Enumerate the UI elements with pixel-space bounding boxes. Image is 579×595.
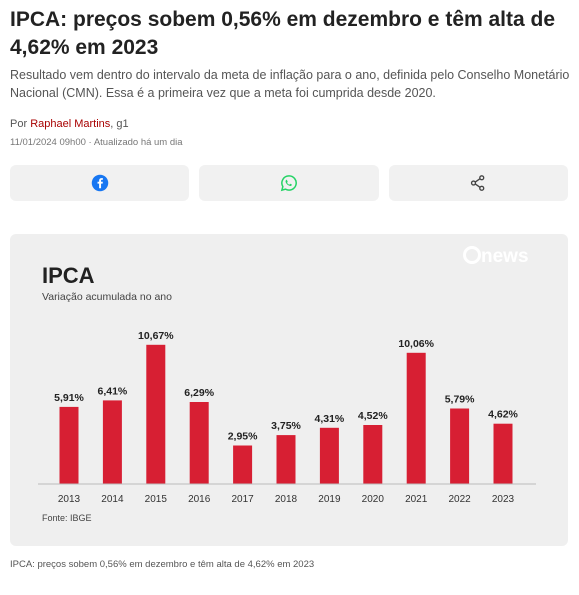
share-icon [471,175,485,191]
x-tick-2015: 2015 [145,494,168,505]
data-label-2013: 5,91% [54,392,84,404]
whatsapp-icon [280,175,297,192]
byline-prefix: Por [10,118,31,130]
bar-2013 [59,406,79,484]
data-label-2016: 6,29% [184,387,214,399]
share-bar [10,165,568,201]
byline: Por Raphael Martins, g1 [10,118,129,130]
bar-2017 [233,445,253,484]
bar-2014 [102,400,122,484]
bar-2023 [493,423,513,484]
data-label-2019: 4,31% [315,413,345,425]
facebook-share-button[interactable] [10,165,190,201]
data-label-2023: 4,62% [488,409,518,421]
chart-subtitle: Variação acumulada no ano [42,291,172,303]
bar-2016 [189,402,209,484]
byline-outlet: , g1 [110,118,129,130]
x-tick-2013: 2013 [58,494,81,505]
bar-2021 [406,352,426,484]
chart-title: IPCA [42,263,95,288]
article-subtitle: Resultado vem dentro do intervalo da met… [10,68,570,100]
bar-2018 [276,435,296,484]
x-tick-2018: 2018 [275,494,298,505]
ipca-chart: IPCA Variação acumulada no ano news 5,91… [10,234,568,546]
chart-source: Fonte: IBGE [42,513,92,523]
news-logo: news [463,246,529,267]
bar-2019 [319,427,339,484]
data-label-2014: 6,41% [98,385,128,397]
x-tick-2022: 2022 [448,494,471,505]
data-label-2021: 10,06% [398,338,434,350]
x-tick-2014: 2014 [101,494,124,505]
facebook-icon [91,174,108,192]
bars-layer: 5,91% 2013 6,41% 2014 10,67% 2015 6,29% 2016 2,9… [54,330,518,505]
news-logo-text: news [481,246,529,267]
x-tick-2017: 2017 [231,494,254,505]
x-tick-2020: 2020 [362,494,385,505]
bar-2022 [450,408,470,484]
chart-canvas: IPCA Variação acumulada no ano news 5,91… [38,246,536,523]
image-caption: IPCA: preços sobem 0,56% em dezembro e t… [10,559,315,570]
bar-2015 [146,344,166,484]
data-label-2020: 4,52% [358,410,388,422]
x-tick-2021: 2021 [405,494,428,505]
whatsapp-share-button[interactable] [199,165,379,201]
data-label-2017: 2,95% [228,431,258,443]
x-tick-2023: 2023 [492,494,515,505]
article-headline: IPCA: preços sobem 0,56% em dezembro e t… [10,8,556,59]
author-link[interactable]: Raphael Martins [30,118,111,130]
data-label-2022: 5,79% [445,394,475,406]
data-label-2015: 10,67% [138,330,174,342]
share-button[interactable] [388,165,568,201]
article-timestamp: 11/01/2024 09h00 · Atualizado há um dia [10,137,183,148]
bar-2020 [363,425,383,484]
x-tick-2016: 2016 [188,494,211,505]
data-label-2018: 3,75% [271,420,301,432]
x-tick-2019: 2019 [318,494,341,505]
